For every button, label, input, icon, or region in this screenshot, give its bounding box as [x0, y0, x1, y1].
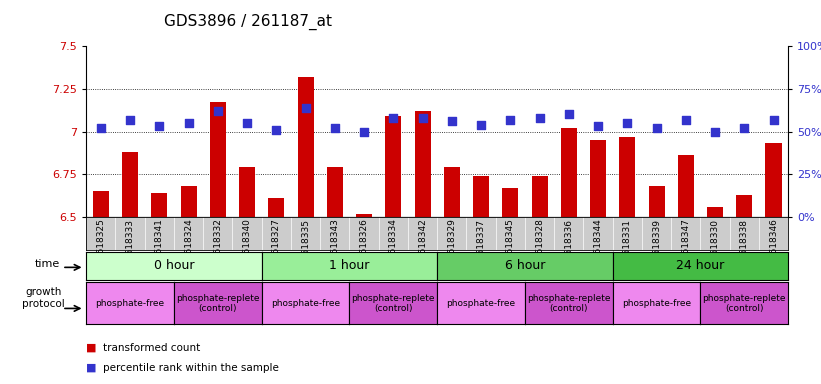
Bar — [181, 186, 196, 217]
Text: phosphate-free: phosphate-free — [447, 299, 516, 308]
Bar — [356, 214, 372, 217]
Point — [299, 104, 312, 111]
Bar — [239, 167, 255, 217]
Text: GSM618326: GSM618326 — [360, 218, 369, 273]
Point — [211, 108, 224, 114]
Point — [767, 116, 780, 122]
Text: 24 hour: 24 hour — [677, 260, 725, 272]
Bar — [93, 191, 109, 217]
Text: GDS3896 / 261187_at: GDS3896 / 261187_at — [164, 13, 333, 30]
Bar — [678, 156, 694, 217]
Text: GSM618339: GSM618339 — [652, 218, 661, 273]
Text: GSM618344: GSM618344 — [594, 218, 603, 273]
Point — [679, 116, 692, 122]
Point — [357, 128, 370, 135]
Point — [153, 123, 166, 129]
Bar — [531, 176, 548, 217]
Text: phosphate-free: phosphate-free — [622, 299, 691, 308]
Text: GSM618343: GSM618343 — [330, 218, 339, 273]
Bar — [649, 186, 664, 217]
Point — [270, 127, 283, 133]
Point — [738, 125, 751, 131]
Bar — [707, 207, 723, 217]
Text: GSM618334: GSM618334 — [389, 218, 398, 273]
Bar — [561, 128, 577, 217]
Text: GSM618329: GSM618329 — [447, 218, 456, 273]
Bar — [297, 77, 314, 217]
Bar — [590, 140, 606, 217]
Text: 0 hour: 0 hour — [154, 260, 195, 272]
Text: GSM618335: GSM618335 — [301, 218, 310, 273]
Bar — [765, 144, 782, 217]
Text: GSM618331: GSM618331 — [623, 218, 632, 273]
Bar — [444, 167, 460, 217]
Point — [94, 125, 108, 131]
Point — [475, 122, 488, 128]
Text: GSM618327: GSM618327 — [272, 218, 281, 273]
Bar — [502, 188, 518, 217]
Point — [591, 123, 604, 129]
Text: phosphate-free: phosphate-free — [271, 299, 340, 308]
Point — [182, 120, 195, 126]
Bar — [327, 167, 343, 217]
Text: transformed count: transformed count — [103, 343, 200, 353]
Text: GSM618325: GSM618325 — [96, 218, 105, 273]
Text: GSM618328: GSM618328 — [535, 218, 544, 273]
Text: GSM618345: GSM618345 — [506, 218, 515, 273]
Text: phosphate-free: phosphate-free — [95, 299, 165, 308]
Text: ■: ■ — [86, 343, 97, 353]
Text: phosphate-replete
(control): phosphate-replete (control) — [703, 294, 786, 313]
Text: GSM618346: GSM618346 — [769, 218, 778, 273]
Text: phosphate-replete
(control): phosphate-replete (control) — [527, 294, 611, 313]
Text: growth
protocol: growth protocol — [21, 287, 65, 310]
Point — [387, 115, 400, 121]
Text: GSM618342: GSM618342 — [418, 218, 427, 273]
Text: 6 hour: 6 hour — [505, 260, 545, 272]
Text: 1 hour: 1 hour — [329, 260, 369, 272]
Point — [621, 120, 634, 126]
Bar — [415, 111, 430, 217]
Text: GSM618336: GSM618336 — [564, 218, 573, 273]
Text: time: time — [34, 260, 60, 270]
Point — [241, 120, 254, 126]
Bar — [736, 195, 752, 217]
Bar — [210, 103, 226, 217]
Text: GSM618338: GSM618338 — [740, 218, 749, 273]
Text: ■: ■ — [86, 363, 97, 373]
Bar — [473, 176, 489, 217]
Text: GSM618330: GSM618330 — [710, 218, 719, 273]
Point — [562, 111, 576, 118]
Point — [123, 116, 136, 122]
Bar — [385, 116, 401, 217]
Text: GSM618332: GSM618332 — [213, 218, 222, 273]
Text: GSM618347: GSM618347 — [681, 218, 690, 273]
Point — [533, 115, 546, 121]
Text: GSM618324: GSM618324 — [184, 218, 193, 273]
Text: percentile rank within the sample: percentile rank within the sample — [103, 363, 278, 373]
Text: GSM618337: GSM618337 — [476, 218, 485, 273]
Point — [650, 125, 663, 131]
Bar — [619, 137, 635, 217]
Bar — [122, 152, 138, 217]
Text: GSM618340: GSM618340 — [242, 218, 251, 273]
Text: GSM618341: GSM618341 — [155, 218, 164, 273]
Point — [709, 128, 722, 135]
Text: GSM618333: GSM618333 — [126, 218, 135, 273]
Point — [328, 125, 342, 131]
Bar — [268, 198, 284, 217]
Point — [445, 118, 458, 124]
Text: phosphate-replete
(control): phosphate-replete (control) — [351, 294, 435, 313]
Bar — [151, 193, 167, 217]
Text: phosphate-replete
(control): phosphate-replete (control) — [176, 294, 259, 313]
Point — [416, 115, 429, 121]
Point — [504, 116, 517, 122]
